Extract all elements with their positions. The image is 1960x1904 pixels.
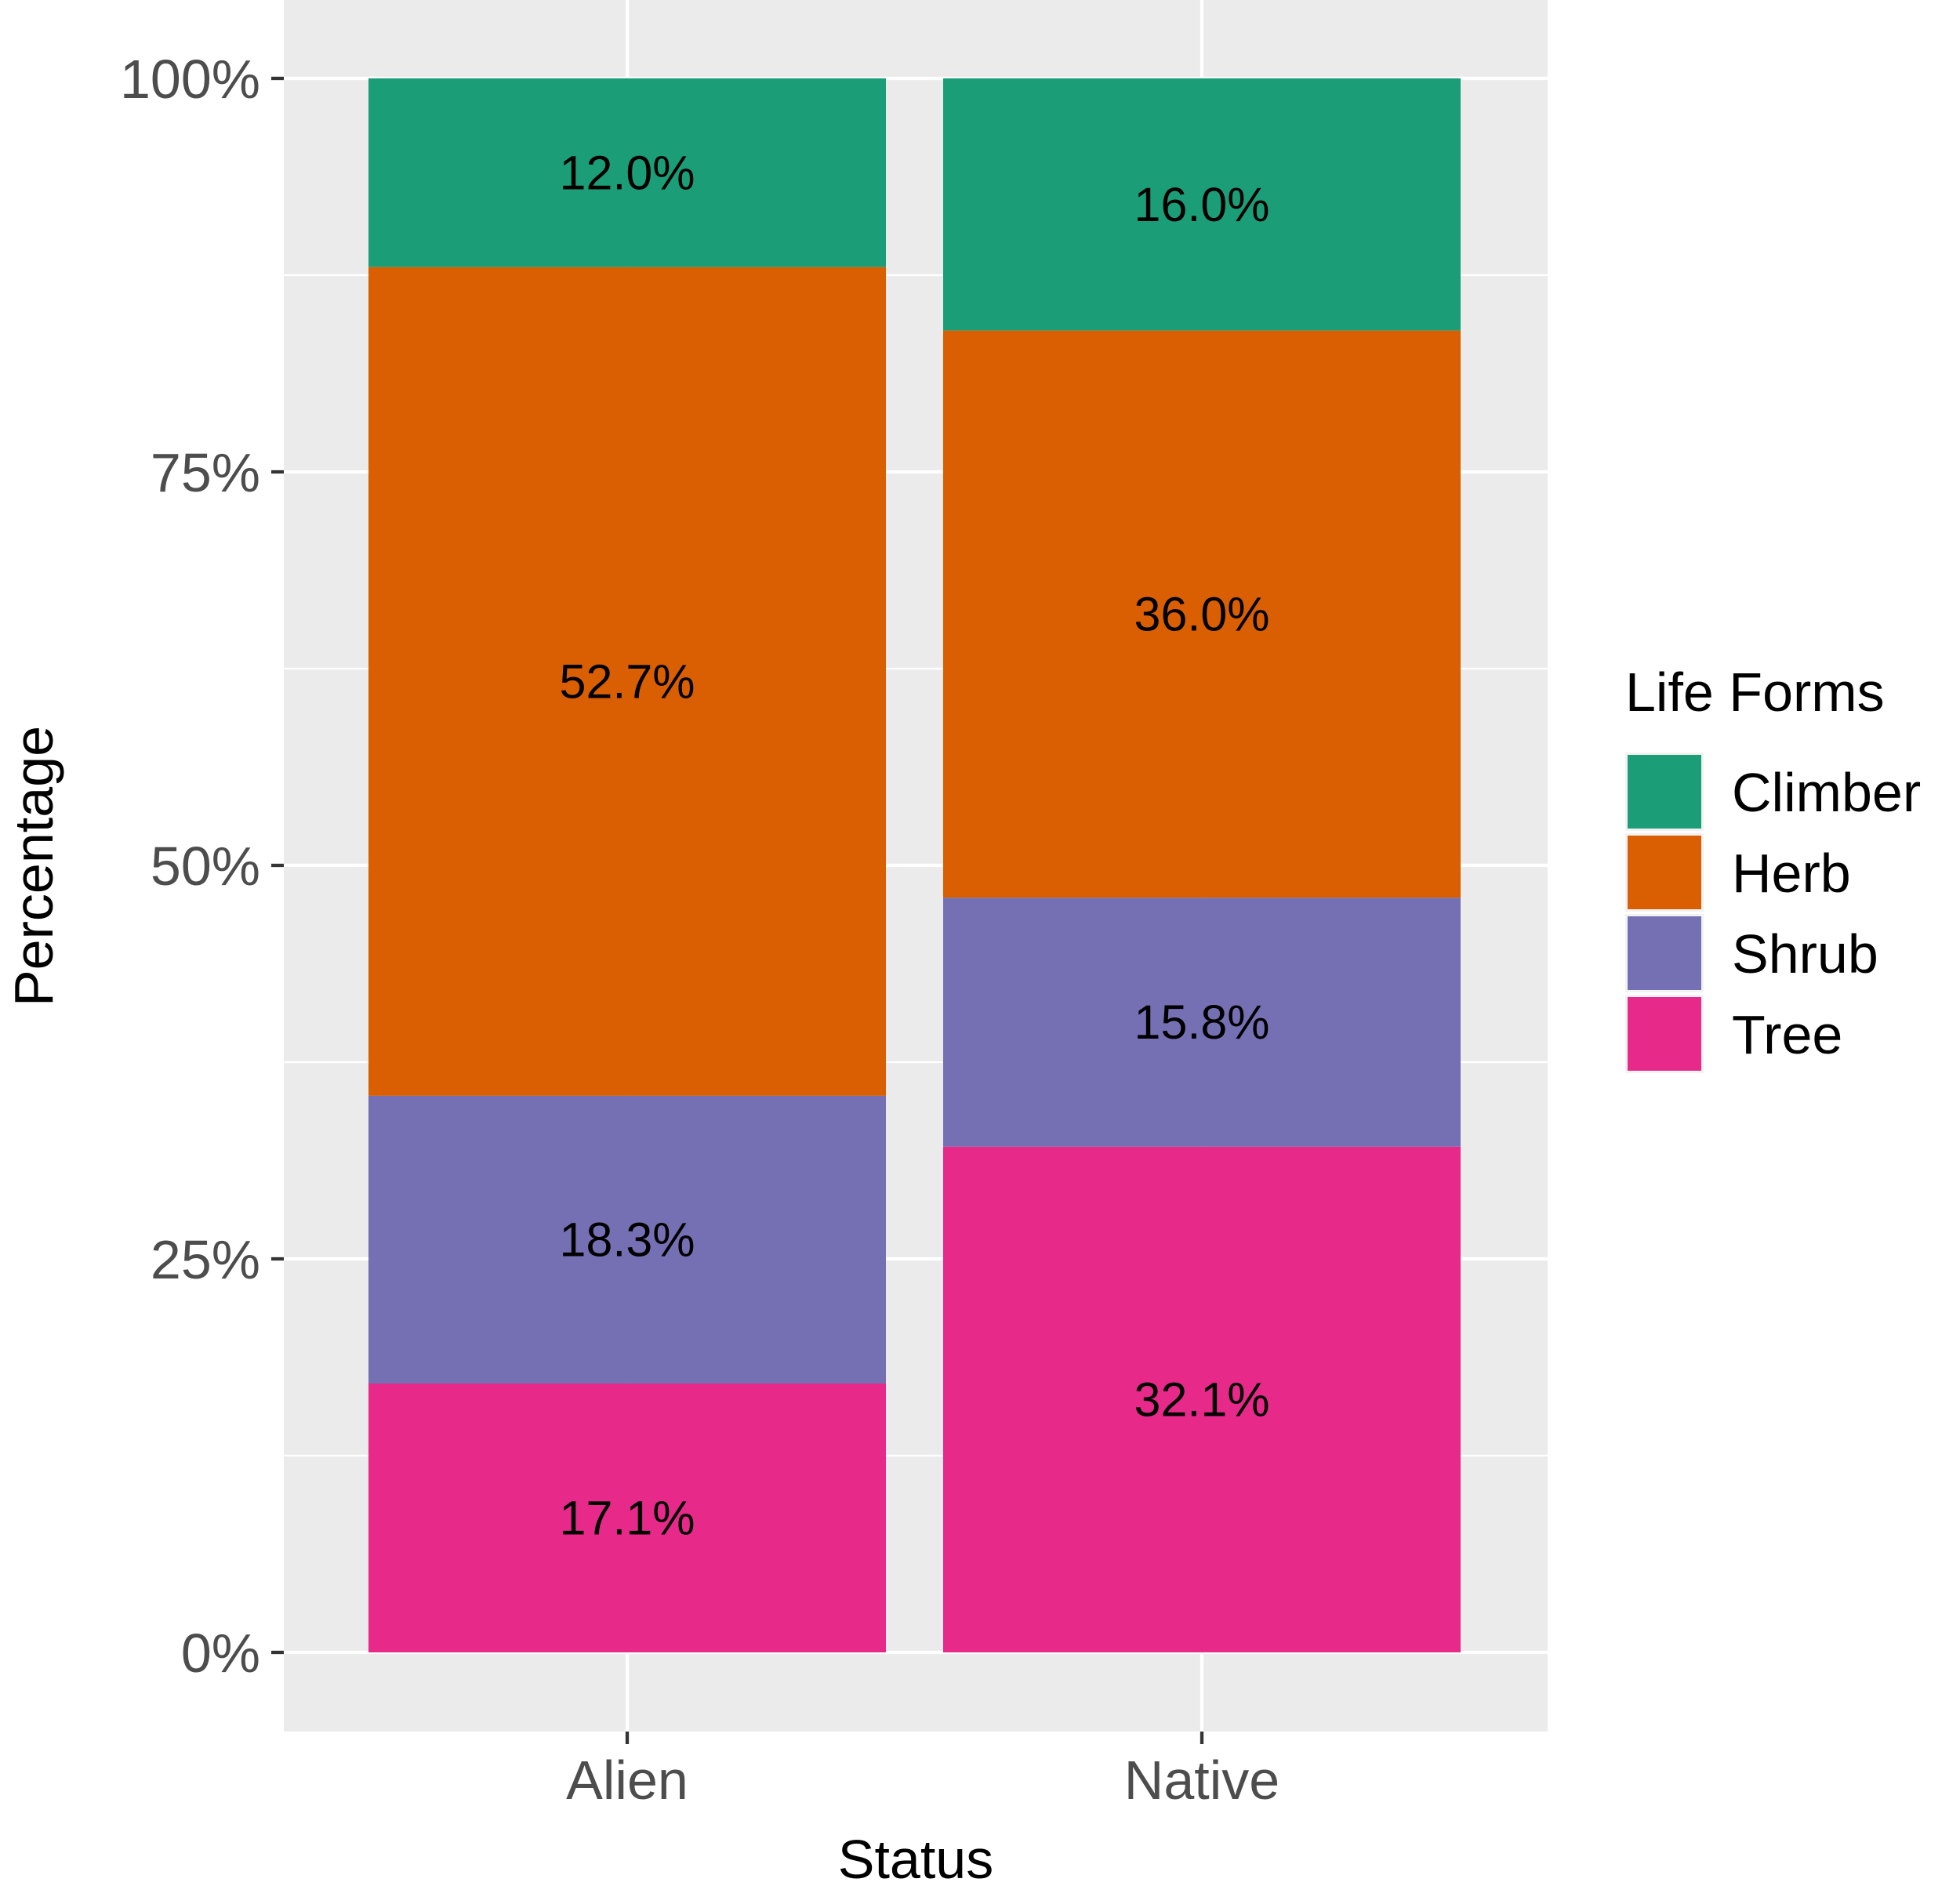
legend-label-climber: Climber <box>1732 762 1921 823</box>
bar-label-tree-native: 32.1% <box>1134 1373 1270 1426</box>
x-tick-label: Native <box>1124 1750 1279 1811</box>
bar-herb-native <box>943 330 1461 898</box>
y-tick-label: 100% <box>120 49 260 110</box>
bar-climber-alien <box>368 78 886 267</box>
bar-label-tree-alien: 17.1% <box>560 1491 695 1544</box>
y-axis: 0% 25% 50% 75% 100% <box>120 49 284 1684</box>
legend-label-shrub: Shrub <box>1732 923 1878 985</box>
bar-label-shrub-alien: 18.3% <box>560 1213 695 1266</box>
bar-labels: 17.1% 18.3% 52.7% 12.0% 32.1% 15.8% 36.0% 16.0% <box>560 146 1270 1544</box>
y-tick-label: 50% <box>151 836 260 897</box>
y-tick-label: 0% <box>181 1623 260 1684</box>
legend-keys: Climber Herb Shrub Tree <box>1625 753 1921 1073</box>
y-tick-label: 25% <box>151 1229 260 1290</box>
bar-tree-alien <box>368 1383 886 1652</box>
x-tick-label: Alien <box>566 1750 688 1811</box>
x-axis-title: Status <box>838 1829 993 1890</box>
bars <box>368 78 1461 1652</box>
bar-herb-alien <box>368 267 886 1096</box>
legend-title: Life Forms <box>1625 662 1885 723</box>
bar-label-climber-alien: 12.0% <box>560 146 695 199</box>
legend-swatch-tree <box>1628 997 1701 1071</box>
legend-label-tree: Tree <box>1732 1004 1842 1065</box>
bar-shrub-alien <box>368 1095 886 1384</box>
bar-label-herb-native: 36.0% <box>1134 587 1270 640</box>
bar-label-herb-alien: 52.7% <box>560 655 695 708</box>
legend-label-herb: Herb <box>1732 843 1851 904</box>
legend-swatch-herb <box>1628 836 1701 909</box>
x-axis: Alien Native <box>566 1732 1279 1811</box>
legend-swatch-climber <box>1628 755 1701 829</box>
bar-tree-native <box>943 1146 1461 1652</box>
bar-label-climber-native: 16.0% <box>1134 178 1270 231</box>
legend: Life Forms Climber Herb Shrub Tree <box>1625 662 1921 1073</box>
legend-swatch-shrub <box>1628 916 1701 990</box>
bar-shrub-native <box>943 898 1461 1147</box>
y-axis-title: Percentage <box>3 726 64 1006</box>
bar-climber-native <box>943 78 1461 331</box>
y-tick-label: 75% <box>151 442 260 503</box>
bar-label-shrub-native: 15.8% <box>1134 996 1270 1049</box>
